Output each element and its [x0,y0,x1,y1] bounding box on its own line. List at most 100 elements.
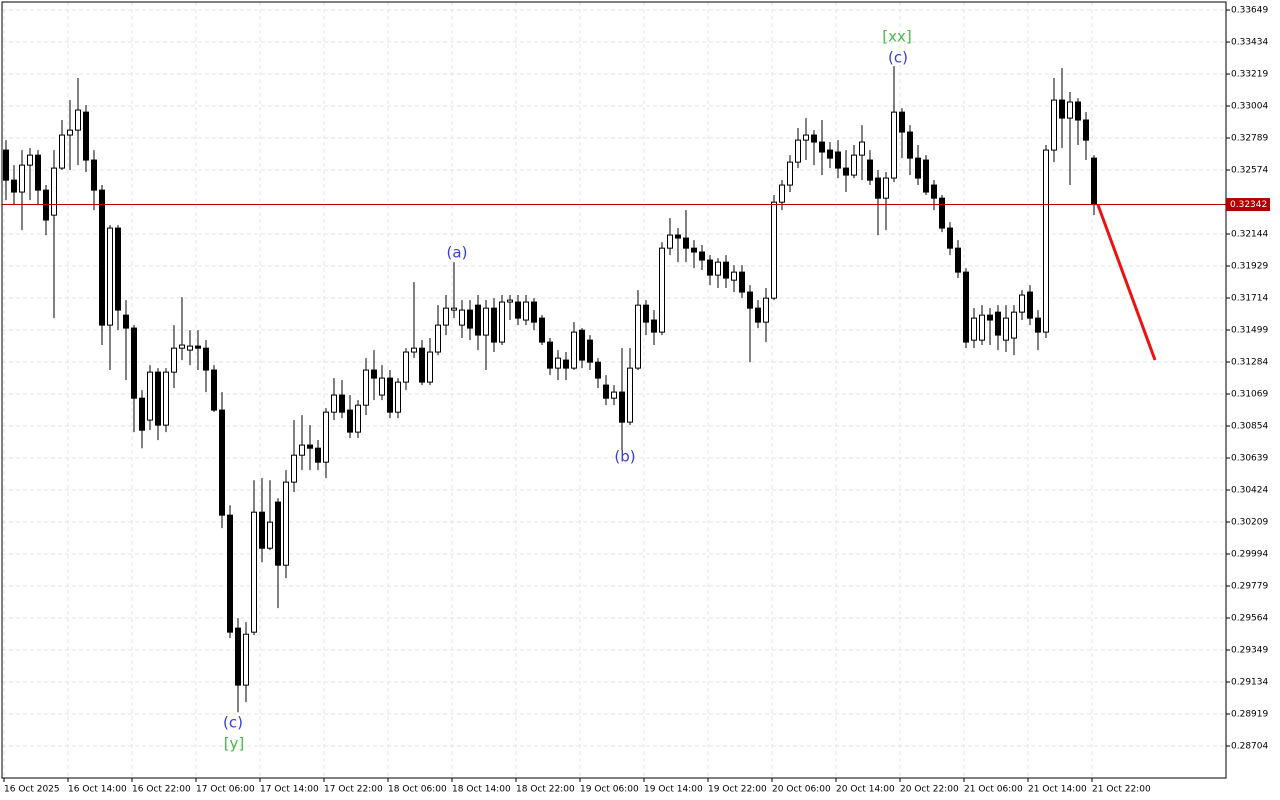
candle-body [411,347,417,353]
grid [2,2,1226,778]
wave-label: (c) [223,714,243,732]
candle-body [459,309,465,326]
candle-body [259,511,265,549]
candle-body [3,149,9,181]
candle-body [507,299,513,303]
candle-body [363,369,369,406]
candle-body [251,511,257,633]
y-tick-label: 0.33434 [1231,38,1268,48]
candle-body [1019,294,1025,313]
candle-body [67,129,73,136]
forecast-arrow [1096,204,1157,361]
candle-body [355,404,361,433]
candle-body [91,159,97,191]
candle-body [467,309,473,329]
y-tick-label: 0.33649 [1231,6,1268,16]
candle-body [123,314,129,329]
candle-body [659,247,665,333]
candle-body [387,377,393,413]
candle-body [931,184,937,199]
candle-body [331,394,337,413]
candle-body [451,307,457,311]
candle-body [1083,119,1089,141]
candle-body [947,227,953,249]
candle-body [19,164,25,193]
candle-body [875,177,881,199]
wave-label: [xx] [882,28,911,46]
wave-label: (b) [614,448,635,466]
candle-body [603,384,609,399]
candle-body [651,319,657,333]
candle-body [963,271,969,343]
y-tick-label: 0.30854 [1231,422,1268,432]
candle-body [779,184,785,203]
candle-body [835,151,841,169]
y-tick-label: 0.30424 [1231,486,1268,496]
candle-body [283,481,289,566]
wave-label: (a) [447,244,468,262]
candle-body [923,159,929,193]
candle-body [155,371,161,426]
plot-frame [1,1,1227,779]
x-tick-label: 19 Oct 14:00 [644,785,703,795]
candle-body [235,627,241,686]
candle-body [419,347,425,383]
candle-body [523,301,529,321]
candle-body [59,134,65,169]
candle-body [1091,157,1097,206]
candle-body [987,314,993,321]
candle-body [515,301,521,319]
candle-body [611,391,617,399]
y-tick-label: 0.31284 [1231,358,1268,368]
candle-body [995,311,1001,336]
candle-body [379,377,385,396]
x-tick-label: 16 Oct 22:00 [132,785,191,795]
candle-body [179,344,185,349]
y-tick-label: 0.29349 [1231,646,1268,656]
x-tick-label: 17 Oct 22:00 [324,785,383,795]
candle-body [811,134,817,143]
candle-body [195,345,201,349]
candle-body [1075,101,1081,121]
candle-body [563,359,569,369]
candle-body [643,304,649,323]
candle-body [427,351,433,383]
candle-body [707,259,713,276]
y-tick-label: 0.31069 [1231,390,1268,400]
y-tick-label: 0.29564 [1231,614,1268,624]
candle-body [1011,311,1017,339]
x-tick-label: 18 Oct 22:00 [516,785,575,795]
candle-body [115,227,121,311]
candle-body [795,139,801,163]
candle-body [627,367,633,423]
candle-body [339,394,345,413]
x-tick-label: 21 Oct 06:00 [964,785,1023,795]
y-tick-label: 0.32574 [1231,166,1268,176]
candle-body [267,521,273,549]
y-tick-label: 0.29779 [1231,582,1268,592]
candle-body [131,327,137,399]
candle-body [403,351,409,383]
candle-body [843,167,849,176]
candle-body [771,201,777,299]
candle-body [731,271,737,281]
candle-body [307,444,313,449]
candle-body [139,397,145,431]
candle-body [1043,149,1049,333]
candle-body [723,261,729,279]
candle-body [667,234,673,249]
candles [3,66,1097,713]
x-tick-label: 21 Oct 14:00 [1028,785,1087,795]
candle-body [75,109,81,131]
candle-body [243,633,249,686]
candle-body [1067,101,1073,119]
candle-body [579,329,585,361]
candle-body [571,331,577,369]
candle-body [291,454,297,483]
candle-body [1051,99,1057,151]
candle-body [1003,317,1009,341]
candle-body [907,131,913,159]
candle-body [755,307,761,323]
candle-body [787,161,793,186]
